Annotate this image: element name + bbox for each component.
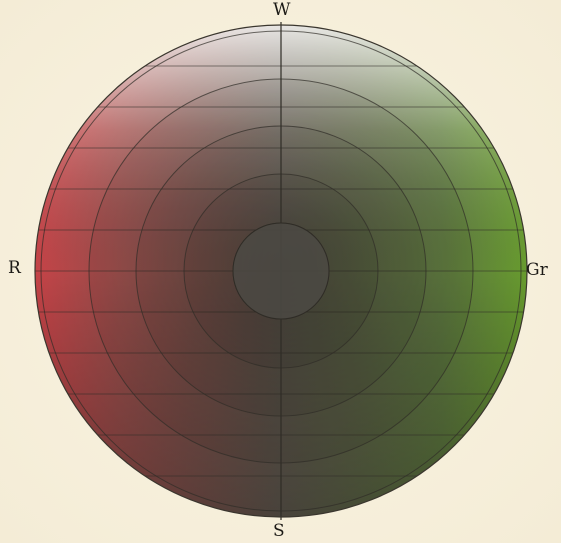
black-pole-label: S bbox=[273, 521, 285, 541]
white-pole-label: W bbox=[273, 0, 291, 20]
green-pole-label: Gr bbox=[526, 260, 548, 280]
grey-core bbox=[232, 222, 330, 320]
red-pole-label: R bbox=[8, 258, 21, 278]
sphere-outline bbox=[34, 24, 528, 518]
